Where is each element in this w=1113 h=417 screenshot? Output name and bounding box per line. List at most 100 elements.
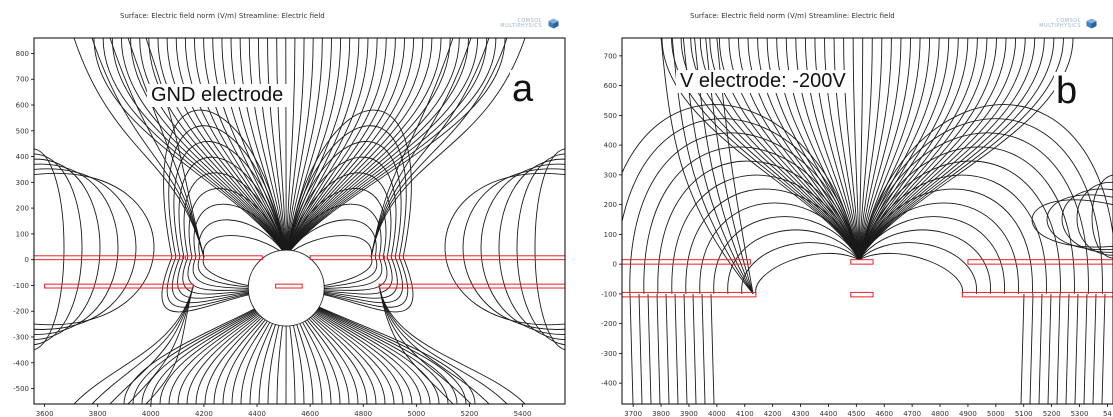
streamline bbox=[1038, 293, 1043, 404]
streamline bbox=[683, 293, 688, 404]
electrode bbox=[33, 255, 184, 261]
streamline bbox=[139, 38, 287, 256]
streamline bbox=[285, 38, 323, 256]
y-tick-label: -200 bbox=[13, 308, 29, 316]
streamline bbox=[665, 293, 670, 404]
electrode bbox=[275, 283, 303, 289]
streamline bbox=[109, 285, 194, 404]
y-tick-label: -400 bbox=[13, 359, 29, 367]
streamline bbox=[285, 38, 415, 256]
x-tick-label: 4900 bbox=[959, 410, 977, 417]
streamline bbox=[643, 146, 860, 294]
plot-title: Surface: Electric field norm (V/m) Strea… bbox=[120, 12, 325, 20]
streamline bbox=[73, 38, 205, 258]
streamline bbox=[1056, 293, 1061, 404]
streamline bbox=[516, 153, 565, 346]
y-tick-label: 100 bbox=[604, 231, 617, 239]
y-tick-label: 500 bbox=[16, 127, 29, 135]
streamline bbox=[1074, 293, 1079, 404]
streamline bbox=[858, 38, 911, 260]
streamline bbox=[858, 252, 963, 294]
streamline bbox=[858, 146, 1075, 294]
streamline bbox=[629, 132, 860, 294]
y-tick-label: 700 bbox=[604, 52, 617, 60]
streamline bbox=[657, 160, 860, 294]
electrode bbox=[961, 291, 1113, 298]
y-tick-label: 300 bbox=[16, 179, 29, 187]
x-tick-label: 4000 bbox=[708, 410, 726, 417]
electrode bbox=[621, 259, 751, 265]
x-tick-label: 3900 bbox=[680, 410, 698, 417]
streamline bbox=[629, 293, 634, 404]
electrode bbox=[967, 259, 1113, 265]
y-tick-label: -500 bbox=[13, 385, 29, 393]
streamline bbox=[858, 118, 1103, 294]
streamline bbox=[1047, 293, 1052, 404]
streamlines-group bbox=[34, 38, 565, 404]
streamline bbox=[378, 285, 490, 404]
streamline bbox=[34, 168, 137, 330]
streamline bbox=[1083, 293, 1088, 404]
streamline bbox=[221, 38, 287, 256]
streamline bbox=[145, 285, 194, 404]
y-tick-label: 500 bbox=[604, 112, 617, 120]
streamline bbox=[285, 125, 407, 258]
x-tick-label: 4600 bbox=[301, 410, 319, 417]
streamline bbox=[285, 38, 424, 256]
streamline bbox=[127, 38, 205, 258]
streamline-plot: 800 700 600 500 400 300 200 100 0 -100 -200 -300 -40… bbox=[13, 37, 566, 417]
streamline bbox=[858, 160, 1061, 294]
streamline bbox=[34, 148, 65, 351]
streamline bbox=[285, 235, 372, 258]
streamline bbox=[370, 38, 490, 258]
streamline bbox=[741, 242, 860, 294]
streamline bbox=[671, 174, 860, 294]
y-tick-label: 400 bbox=[604, 142, 617, 150]
streamline bbox=[285, 38, 296, 256]
streamline bbox=[638, 293, 643, 404]
streamline bbox=[858, 38, 988, 260]
electrode bbox=[850, 291, 874, 298]
streamline bbox=[498, 158, 565, 341]
streamline bbox=[534, 148, 565, 351]
plot-title: Surface: Electric field norm (V/m) Strea… bbox=[690, 12, 895, 20]
y-tick-label: 200 bbox=[16, 205, 29, 213]
y-tick-label: -200 bbox=[601, 320, 617, 328]
streamline bbox=[1092, 293, 1097, 404]
streamline bbox=[1020, 293, 1025, 404]
streamline bbox=[34, 158, 101, 341]
axis-ticks: 800 700 600 500 400 300 200 100 0 -100 -200 -300 -40… bbox=[13, 50, 531, 417]
streamline bbox=[111, 38, 287, 257]
streamline bbox=[130, 38, 287, 257]
figure-panel-b: Surface: Electric field norm (V/m) Strea… bbox=[590, 0, 1113, 417]
streamline bbox=[378, 285, 472, 404]
streamline-plot: 700 600 500 400 300 200 100 0 -100 -200 -300 -400 37… bbox=[601, 37, 1113, 417]
streamline bbox=[285, 38, 305, 256]
x-tick-label: 5400 bbox=[514, 410, 532, 417]
streamline bbox=[276, 38, 287, 256]
x-tick-label: 4200 bbox=[195, 410, 213, 417]
streamline bbox=[157, 38, 287, 256]
y-tick-label: 0 bbox=[613, 261, 617, 269]
streamline bbox=[285, 38, 387, 256]
streamline bbox=[91, 285, 194, 404]
electrode-annotation: GND electrode bbox=[147, 84, 288, 107]
x-tick-label: 4400 bbox=[248, 410, 266, 417]
streamline bbox=[285, 38, 405, 256]
electrodes-group bbox=[621, 259, 1113, 298]
x-tick-label: 4400 bbox=[820, 410, 838, 417]
streamline bbox=[109, 38, 205, 258]
y-tick-label: 300 bbox=[604, 171, 617, 179]
streamline bbox=[370, 38, 508, 258]
streamline bbox=[1101, 293, 1106, 404]
x-tick-label: 3800 bbox=[652, 410, 670, 417]
streamline bbox=[858, 38, 892, 260]
streamline bbox=[178, 156, 287, 258]
electrode bbox=[44, 283, 194, 289]
comsol-logo-text: COMSOL MULTIPHYSICS bbox=[1039, 18, 1081, 29]
streamline bbox=[727, 229, 860, 294]
plot-frame bbox=[621, 37, 1113, 405]
streamline bbox=[285, 38, 433, 256]
panel-letter: a bbox=[510, 68, 536, 110]
streamline bbox=[1031, 199, 1113, 248]
